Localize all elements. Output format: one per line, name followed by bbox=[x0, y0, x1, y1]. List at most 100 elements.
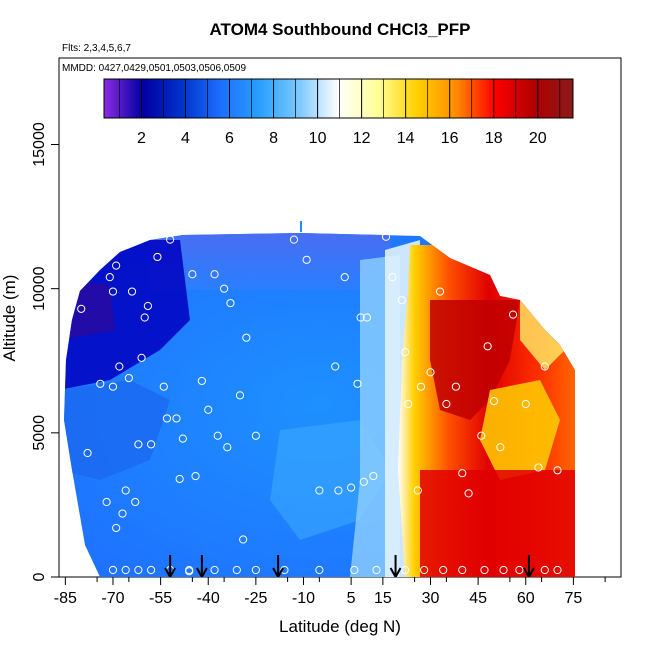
sample-point bbox=[347, 483, 356, 492]
sample-point bbox=[127, 287, 137, 296]
sample-point bbox=[96, 379, 105, 388]
sample-point bbox=[400, 348, 410, 357]
sample-point bbox=[388, 273, 397, 282]
sample-point bbox=[102, 497, 111, 507]
sample-point bbox=[159, 382, 168, 391]
y-tick-label: 10000 bbox=[31, 266, 48, 311]
sample-point bbox=[213, 431, 222, 440]
upper-blue-band bbox=[150, 233, 390, 290]
colorbar: 2 4 6 8 10 12 14 16 18 20 bbox=[103, 78, 574, 147]
sample-point bbox=[508, 310, 518, 319]
sample-points bbox=[64, 232, 562, 576]
y-axis: 0 5000 10000 15000 bbox=[31, 122, 59, 581]
colorbar-tick-label: 4 bbox=[181, 130, 190, 147]
flight-arrow-head bbox=[272, 567, 284, 577]
x-axis-label: Latitude (deg N) bbox=[279, 617, 401, 636]
sample-point bbox=[458, 469, 467, 478]
sample-point bbox=[162, 414, 172, 423]
colorbar-tick-label: 12 bbox=[353, 130, 371, 147]
x-tick-label: 30 bbox=[422, 590, 440, 607]
sample-point bbox=[137, 353, 146, 362]
sample-point bbox=[143, 301, 153, 311]
sample-point bbox=[239, 535, 248, 544]
sample-point bbox=[197, 376, 206, 386]
sample-point bbox=[83, 448, 92, 458]
x-tick-label: -10 bbox=[292, 590, 315, 607]
colorbar-tick-label: 14 bbox=[397, 130, 415, 147]
sample-point-ground bbox=[210, 565, 219, 575]
sample-point bbox=[115, 362, 124, 371]
sample-point bbox=[191, 471, 200, 481]
sample-point-ground bbox=[439, 565, 448, 575]
chart-title: ATOM4 Southbound CHCl3_PFP bbox=[210, 20, 471, 39]
sample-point bbox=[362, 313, 372, 322]
sample-point bbox=[315, 486, 324, 495]
colorbar-tick-label: 16 bbox=[441, 130, 459, 147]
y-tick-label: 15000 bbox=[31, 122, 48, 167]
sample-point-ground bbox=[185, 565, 194, 575]
sample-point bbox=[108, 287, 118, 296]
sample-point bbox=[289, 235, 299, 244]
x-axis: -85 -70 -55 -40 -25 -10 5 15 30 45 60 75 bbox=[54, 577, 606, 607]
flight-arrow-head bbox=[164, 567, 177, 577]
y-axis-label: Altitude (m) bbox=[0, 275, 19, 362]
sample-point bbox=[77, 304, 86, 313]
yellow-pocket bbox=[480, 380, 560, 480]
dates-note: MMDD: 0427,0429,0501,0503,0506,0509 bbox=[62, 63, 246, 74]
sample-point bbox=[188, 270, 197, 279]
sample-point bbox=[334, 486, 343, 495]
sample-point bbox=[121, 486, 130, 495]
x-tick-label: 15 bbox=[374, 590, 392, 607]
sample-point bbox=[381, 232, 391, 241]
sample-point-ground bbox=[108, 565, 118, 575]
dark-red-core bbox=[430, 300, 520, 420]
sample-point bbox=[146, 440, 156, 449]
sample-point-ground bbox=[134, 565, 143, 575]
sample-point bbox=[220, 284, 229, 293]
sample-point bbox=[353, 379, 362, 388]
sample-point-ground bbox=[372, 565, 381, 575]
colorbar-tick-label: 8 bbox=[269, 130, 278, 147]
x-tick-label: -70 bbox=[101, 590, 124, 607]
heatmap-field bbox=[64, 221, 575, 577]
x-tick-label: 60 bbox=[517, 590, 535, 607]
sample-point bbox=[108, 382, 118, 391]
sample-point bbox=[359, 477, 368, 486]
sample-point bbox=[483, 342, 492, 351]
sample-point bbox=[489, 397, 499, 406]
sample-point bbox=[178, 434, 187, 443]
sample-point-ground bbox=[420, 565, 429, 575]
sample-point bbox=[210, 270, 219, 279]
flight-arrow-head bbox=[389, 567, 402, 577]
colorbar-tick-label: 2 bbox=[137, 130, 146, 147]
sample-point-ground bbox=[146, 565, 156, 575]
sample-point-ground bbox=[350, 565, 359, 575]
sample-point bbox=[477, 431, 486, 440]
sample-point bbox=[331, 362, 340, 371]
colorbar-ticks: 2 4 6 8 10 12 14 16 18 20 bbox=[119, 79, 561, 147]
sample-point-ground bbox=[499, 565, 508, 575]
x-tick-label: 5 bbox=[347, 590, 356, 607]
sample-point bbox=[413, 486, 422, 495]
sample-point-ground bbox=[315, 565, 324, 575]
mid-blue-region bbox=[64, 380, 170, 480]
sample-point bbox=[64, 298, 73, 308]
sample-point bbox=[235, 391, 245, 400]
sample-point bbox=[442, 399, 451, 409]
sample-point bbox=[131, 497, 140, 507]
sample-point-ground bbox=[251, 565, 260, 575]
sample-point bbox=[464, 489, 473, 498]
sample-point-ground bbox=[553, 565, 562, 575]
y-tick-label: 0 bbox=[31, 572, 48, 581]
sample-point-ground bbox=[458, 565, 467, 575]
flight-arrow-head bbox=[523, 567, 535, 577]
sample-point-ground bbox=[232, 565, 241, 575]
x-tick-label: 75 bbox=[564, 590, 582, 607]
sample-point-ground bbox=[480, 565, 489, 575]
sample-point bbox=[172, 414, 181, 423]
sample-point bbox=[369, 471, 378, 481]
colorbar-tick-label: 20 bbox=[529, 130, 547, 147]
sample-point bbox=[534, 463, 543, 472]
sample-point-ground bbox=[121, 565, 130, 575]
